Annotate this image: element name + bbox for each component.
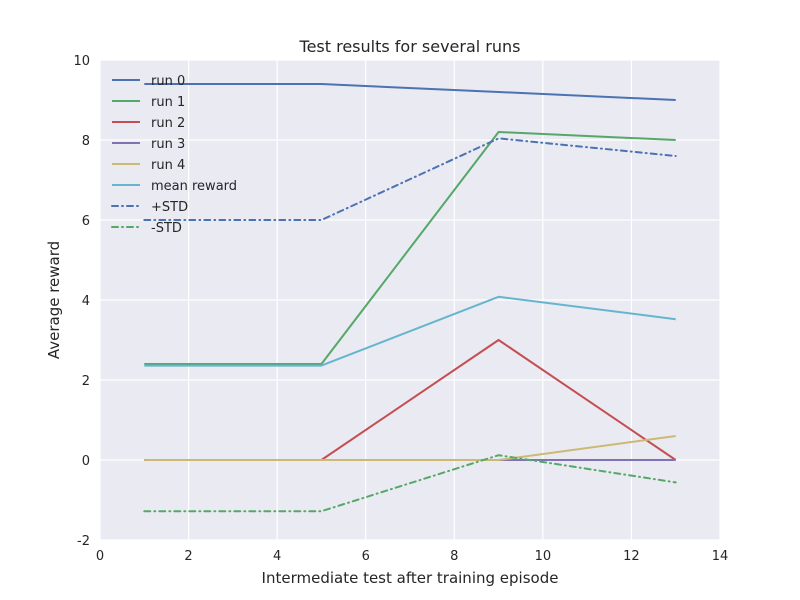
- legend-label: run 1: [151, 95, 185, 110]
- legend-label: -STD: [151, 221, 182, 236]
- legend-label: run 2: [151, 116, 185, 131]
- y-tick-label: 2: [82, 374, 90, 389]
- legend-label: run 0: [151, 74, 185, 89]
- series-line-6: [143, 137, 677, 221]
- series-line-4: [144, 435, 676, 461]
- series-line-5: [144, 295, 676, 367]
- x-tick-label: 2: [184, 549, 192, 564]
- series-line-7: [143, 454, 677, 513]
- x-axis-label: Intermediate test after training episode: [262, 569, 559, 587]
- legend: run 0 run 1 run 2 run 3 run 4 mean reward +STD…: [111, 74, 237, 236]
- legend-label: run 3: [151, 137, 185, 152]
- series-line-1: [144, 131, 676, 365]
- y-tick-label: 0: [82, 454, 90, 469]
- y-tick-label: 10: [73, 54, 90, 69]
- x-tick-label: 14: [712, 549, 729, 564]
- chart-title: Test results for several runs: [299, 37, 521, 56]
- y-tick-label: 8: [82, 134, 90, 149]
- x-axis-ticks: 0 2 4 6 8 10 12 14: [96, 549, 728, 564]
- legend-label: run 4: [151, 158, 185, 173]
- x-tick-label: 6: [362, 549, 370, 564]
- legend-label: mean reward: [151, 179, 237, 194]
- y-tick-label: 6: [82, 214, 90, 229]
- x-tick-label: 10: [535, 549, 552, 564]
- y-axis-label: Average reward: [45, 241, 63, 359]
- x-tick-label: 12: [623, 549, 640, 564]
- x-tick-label: 4: [273, 549, 281, 564]
- y-axis-ticks: -2 0 2 4 6 8 10: [73, 54, 90, 549]
- legend-label: +STD: [151, 200, 188, 215]
- series-layer: [143, 83, 677, 513]
- x-tick-label: 8: [450, 549, 458, 564]
- x-tick-label: 0: [96, 549, 104, 564]
- y-tick-label: -2: [77, 534, 90, 549]
- y-tick-label: 4: [82, 294, 90, 309]
- series-line-0: [144, 83, 676, 101]
